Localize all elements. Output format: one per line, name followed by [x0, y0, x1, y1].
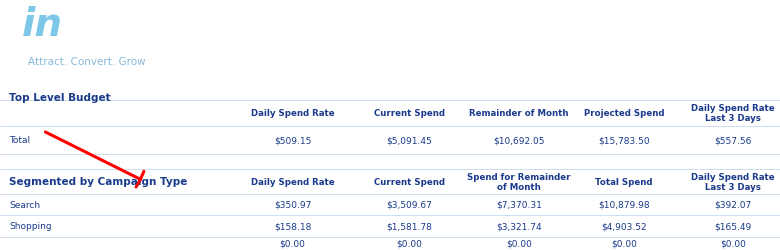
- Text: $10,692.05: $10,692.05: [493, 136, 544, 145]
- Text: flow: flow: [95, 6, 188, 44]
- Text: Total: Total: [9, 136, 30, 145]
- Text: Daily Spend Rate
Last 3 Days: Daily Spend Rate Last 3 Days: [691, 104, 775, 123]
- Text: $7,370.31: $7,370.31: [496, 200, 541, 209]
- Text: $0.00: $0.00: [505, 239, 532, 248]
- Text: $4,903.52: $4,903.52: [601, 222, 647, 230]
- Text: Spend for Remainder
of Month: Spend for Remainder of Month: [467, 172, 570, 191]
- Text: °: °: [193, 7, 199, 20]
- Text: Current Spend: Current Spend: [374, 177, 445, 186]
- Text: Remainder of Month: Remainder of Month: [469, 108, 569, 118]
- Text: Projected Spend: Projected Spend: [583, 108, 665, 118]
- Text: Search: Search: [9, 200, 41, 209]
- Text: Daily Spend Rate
Last 3 Days: Daily Spend Rate Last 3 Days: [691, 172, 775, 191]
- Text: $10,879.98: $10,879.98: [598, 200, 650, 209]
- Text: $1,581.78: $1,581.78: [387, 222, 432, 230]
- Text: Daily Spend Rate: Daily Spend Rate: [250, 108, 335, 118]
- Text: $350.97: $350.97: [274, 200, 311, 209]
- Text: $0.00: $0.00: [720, 239, 746, 248]
- Text: Denver, CO: Denver, CO: [291, 21, 360, 34]
- Text: Attract. Convert. Grow: Attract. Convert. Grow: [28, 56, 146, 66]
- Text: Total Spend: Total Spend: [595, 177, 653, 186]
- Text: $557.56: $557.56: [714, 136, 752, 145]
- Text: Top Level Budget: Top Level Budget: [9, 92, 111, 102]
- Text: in: in: [22, 6, 62, 44]
- Text: $0.00: $0.00: [396, 239, 423, 248]
- Text: $165.49: $165.49: [714, 222, 752, 230]
- Text: $509.15: $509.15: [274, 136, 311, 145]
- Text: Segmented by Campaign Type: Segmented by Campaign Type: [9, 176, 188, 186]
- Text: $3,509.67: $3,509.67: [387, 200, 432, 209]
- Text: $0.00: $0.00: [279, 239, 306, 248]
- Text: $0.00: $0.00: [611, 239, 637, 248]
- Text: $15,783.50: $15,783.50: [598, 136, 650, 145]
- Text: www.GoInflow.com: www.GoInflow.com: [270, 45, 381, 58]
- Text: $158.18: $158.18: [274, 222, 311, 230]
- Text: Current Spend: Current Spend: [374, 108, 445, 118]
- Text: $392.07: $392.07: [714, 200, 752, 209]
- Text: $5,091.45: $5,091.45: [387, 136, 432, 145]
- Text: Shopping: Shopping: [9, 222, 52, 230]
- Text: Daily Spend Rate: Daily Spend Rate: [250, 177, 335, 186]
- Text: $3,321.74: $3,321.74: [496, 222, 541, 230]
